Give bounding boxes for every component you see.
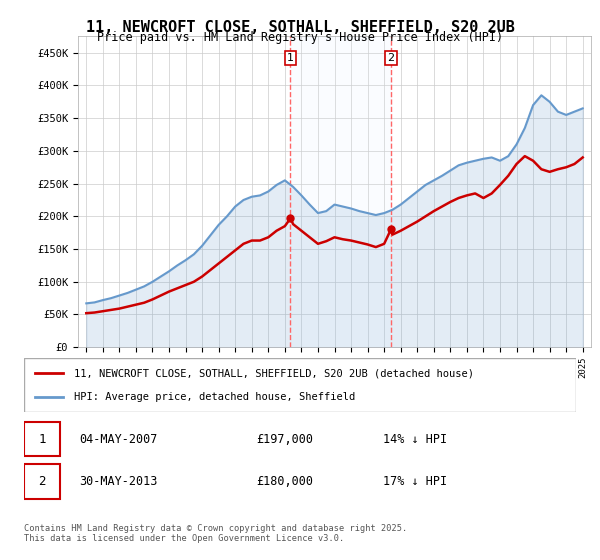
Text: 11, NEWCROFT CLOSE, SOTHALL, SHEFFIELD, S20 2UB (detached house): 11, NEWCROFT CLOSE, SOTHALL, SHEFFIELD, … (74, 368, 473, 379)
Text: 11, NEWCROFT CLOSE, SOTHALL, SHEFFIELD, S20 2UB: 11, NEWCROFT CLOSE, SOTHALL, SHEFFIELD, … (86, 20, 514, 35)
Text: Contains HM Land Registry data © Crown copyright and database right 2025.
This d: Contains HM Land Registry data © Crown c… (24, 524, 407, 543)
Text: 04-MAY-2007: 04-MAY-2007 (79, 433, 158, 446)
Bar (290, 36, 391, 347)
FancyBboxPatch shape (24, 422, 60, 456)
FancyBboxPatch shape (24, 358, 576, 412)
Text: £197,000: £197,000 (256, 433, 313, 446)
Text: HPI: Average price, detached house, Sheffield: HPI: Average price, detached house, Shef… (74, 391, 355, 402)
Text: 2: 2 (388, 53, 394, 63)
Text: 30-MAY-2013: 30-MAY-2013 (79, 475, 158, 488)
Text: 1: 1 (38, 433, 46, 446)
Text: £180,000: £180,000 (256, 475, 313, 488)
Text: 2: 2 (38, 475, 46, 488)
Text: 14% ↓ HPI: 14% ↓ HPI (383, 433, 447, 446)
Text: 1: 1 (287, 53, 294, 63)
Text: Price paid vs. HM Land Registry's House Price Index (HPI): Price paid vs. HM Land Registry's House … (97, 31, 503, 44)
FancyBboxPatch shape (24, 464, 60, 498)
Text: 17% ↓ HPI: 17% ↓ HPI (383, 475, 447, 488)
